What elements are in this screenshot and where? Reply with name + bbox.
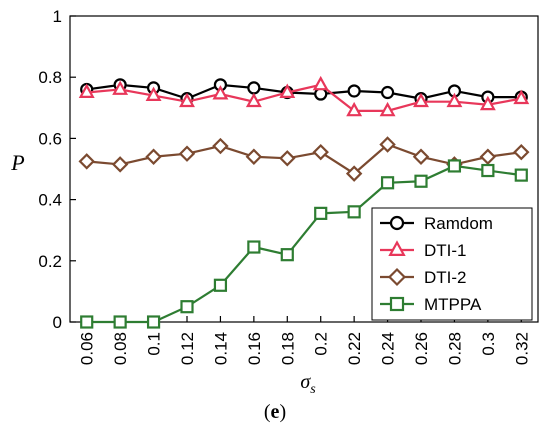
data-point (247, 240, 261, 254)
data-point (245, 92, 262, 108)
data-point (347, 205, 361, 219)
y-tick-label: 0.8 (38, 68, 62, 87)
legend-label: Ramdom (424, 214, 493, 233)
axes (69, 15, 539, 323)
data-point (414, 174, 428, 188)
data-point (245, 148, 263, 165)
data-point (312, 75, 329, 91)
data-point (312, 143, 329, 161)
data-point (111, 156, 129, 173)
y-tick-label: 0.6 (38, 129, 62, 148)
x-tick-label: 0.26 (412, 332, 431, 365)
data-point (446, 92, 463, 108)
data-point (413, 92, 429, 108)
data-point (380, 85, 395, 100)
legend-label: MTPPA (424, 295, 482, 314)
data-point (280, 248, 294, 262)
x-tick-label: 0.12 (178, 332, 197, 365)
legend-label: DTI-1 (424, 241, 467, 260)
data-point (379, 101, 396, 117)
data-point (481, 163, 495, 178)
series-dti-1 (78, 75, 530, 117)
data-point (112, 80, 129, 95)
x-tick-label: 0.28 (445, 332, 464, 365)
data-point (380, 176, 395, 190)
legend-marker (389, 296, 405, 312)
data-point (145, 148, 162, 165)
data-point (212, 137, 229, 155)
data-point (78, 83, 95, 98)
legend-label: DTI-2 (424, 268, 467, 287)
data-point (213, 278, 228, 292)
x-tick-label: 0.18 (278, 332, 297, 365)
data-point (412, 148, 430, 165)
data-point (346, 101, 363, 117)
data-point (379, 136, 396, 153)
x-axis-title: σs (300, 371, 316, 397)
data-point (80, 315, 94, 329)
data-point (345, 165, 363, 182)
data-point (279, 150, 296, 167)
series-layer (78, 75, 530, 329)
x-tick-label: 0.22 (345, 332, 364, 365)
y-tick-label: 0 (53, 313, 62, 332)
data-point (514, 168, 528, 182)
y-tick-label: 0.2 (38, 252, 62, 271)
tick-labels: 0 0.2 0.4 0.6 0.8 1 0.06 0.08 0.1 0.12 0.14 0.16 0.1… (38, 7, 531, 365)
data-point (279, 83, 296, 98)
legend: Ramdom DTI-1 DTI-2 MTPPA (371, 207, 533, 321)
data-point (247, 81, 261, 95)
data-point (146, 315, 161, 329)
data-point (180, 300, 194, 314)
panel-label-open: ( (264, 401, 271, 423)
data-point (212, 85, 229, 100)
y-tick-label: 0.4 (38, 191, 62, 210)
data-point (479, 95, 496, 111)
legend-marker (388, 240, 406, 256)
data-point (447, 159, 462, 173)
data-point (145, 86, 162, 102)
x-tick-label: 0.08 (111, 332, 130, 365)
y-axis-title: P (10, 150, 24, 175)
data-point (78, 153, 95, 170)
legend-marker (387, 267, 407, 287)
data-point (179, 92, 195, 108)
series-line (86, 83, 522, 112)
plot-area-border (69, 15, 539, 323)
y-tick-label: 1 (53, 7, 62, 26)
x-tick-label: 0.1 (145, 332, 164, 356)
legend-marker (389, 215, 405, 231)
x-tick-label: 0.2 (312, 332, 331, 356)
panel-label: (e) (264, 401, 286, 423)
series-mtppa (80, 159, 528, 329)
data-point (113, 315, 127, 329)
x-axis-title-subscript: s (310, 382, 316, 397)
series-dti-2 (78, 136, 530, 182)
data-point (347, 84, 361, 98)
data-point (178, 145, 196, 162)
x-axis-title-symbol: σ (300, 371, 311, 393)
data-point (479, 148, 497, 165)
x-tick-label: 0.32 (512, 332, 531, 365)
data-point (513, 143, 530, 161)
x-tick-label: 0.3 (479, 332, 498, 356)
data-point (314, 206, 328, 220)
x-tick-label: 0.16 (245, 332, 264, 365)
x-tick-label: 0.06 (78, 332, 97, 365)
x-tick-label: 0.14 (211, 332, 230, 365)
panel-label-close: ) (279, 401, 286, 423)
data-point (513, 89, 530, 105)
x-tick-label: 0.24 (379, 332, 398, 365)
panel-label-letter: e (271, 401, 280, 423)
